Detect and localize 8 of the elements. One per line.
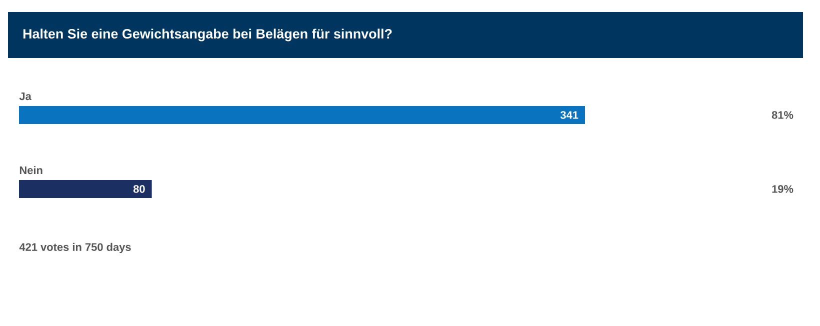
text: 81% (772, 111, 794, 119)
y-tick-label: Nein (20, 166, 42, 174)
text: 421 votes in 750 days (19, 242, 131, 254)
data-label: 341 (560, 111, 578, 119)
data-label: 80 (133, 185, 145, 193)
text: 19% (772, 185, 794, 193)
y-tick-label: Ja (19, 92, 32, 100)
chart-title: Halten Sie eine Gewichtsangabe bei Belägen für sinnvoll? (23, 28, 392, 42)
